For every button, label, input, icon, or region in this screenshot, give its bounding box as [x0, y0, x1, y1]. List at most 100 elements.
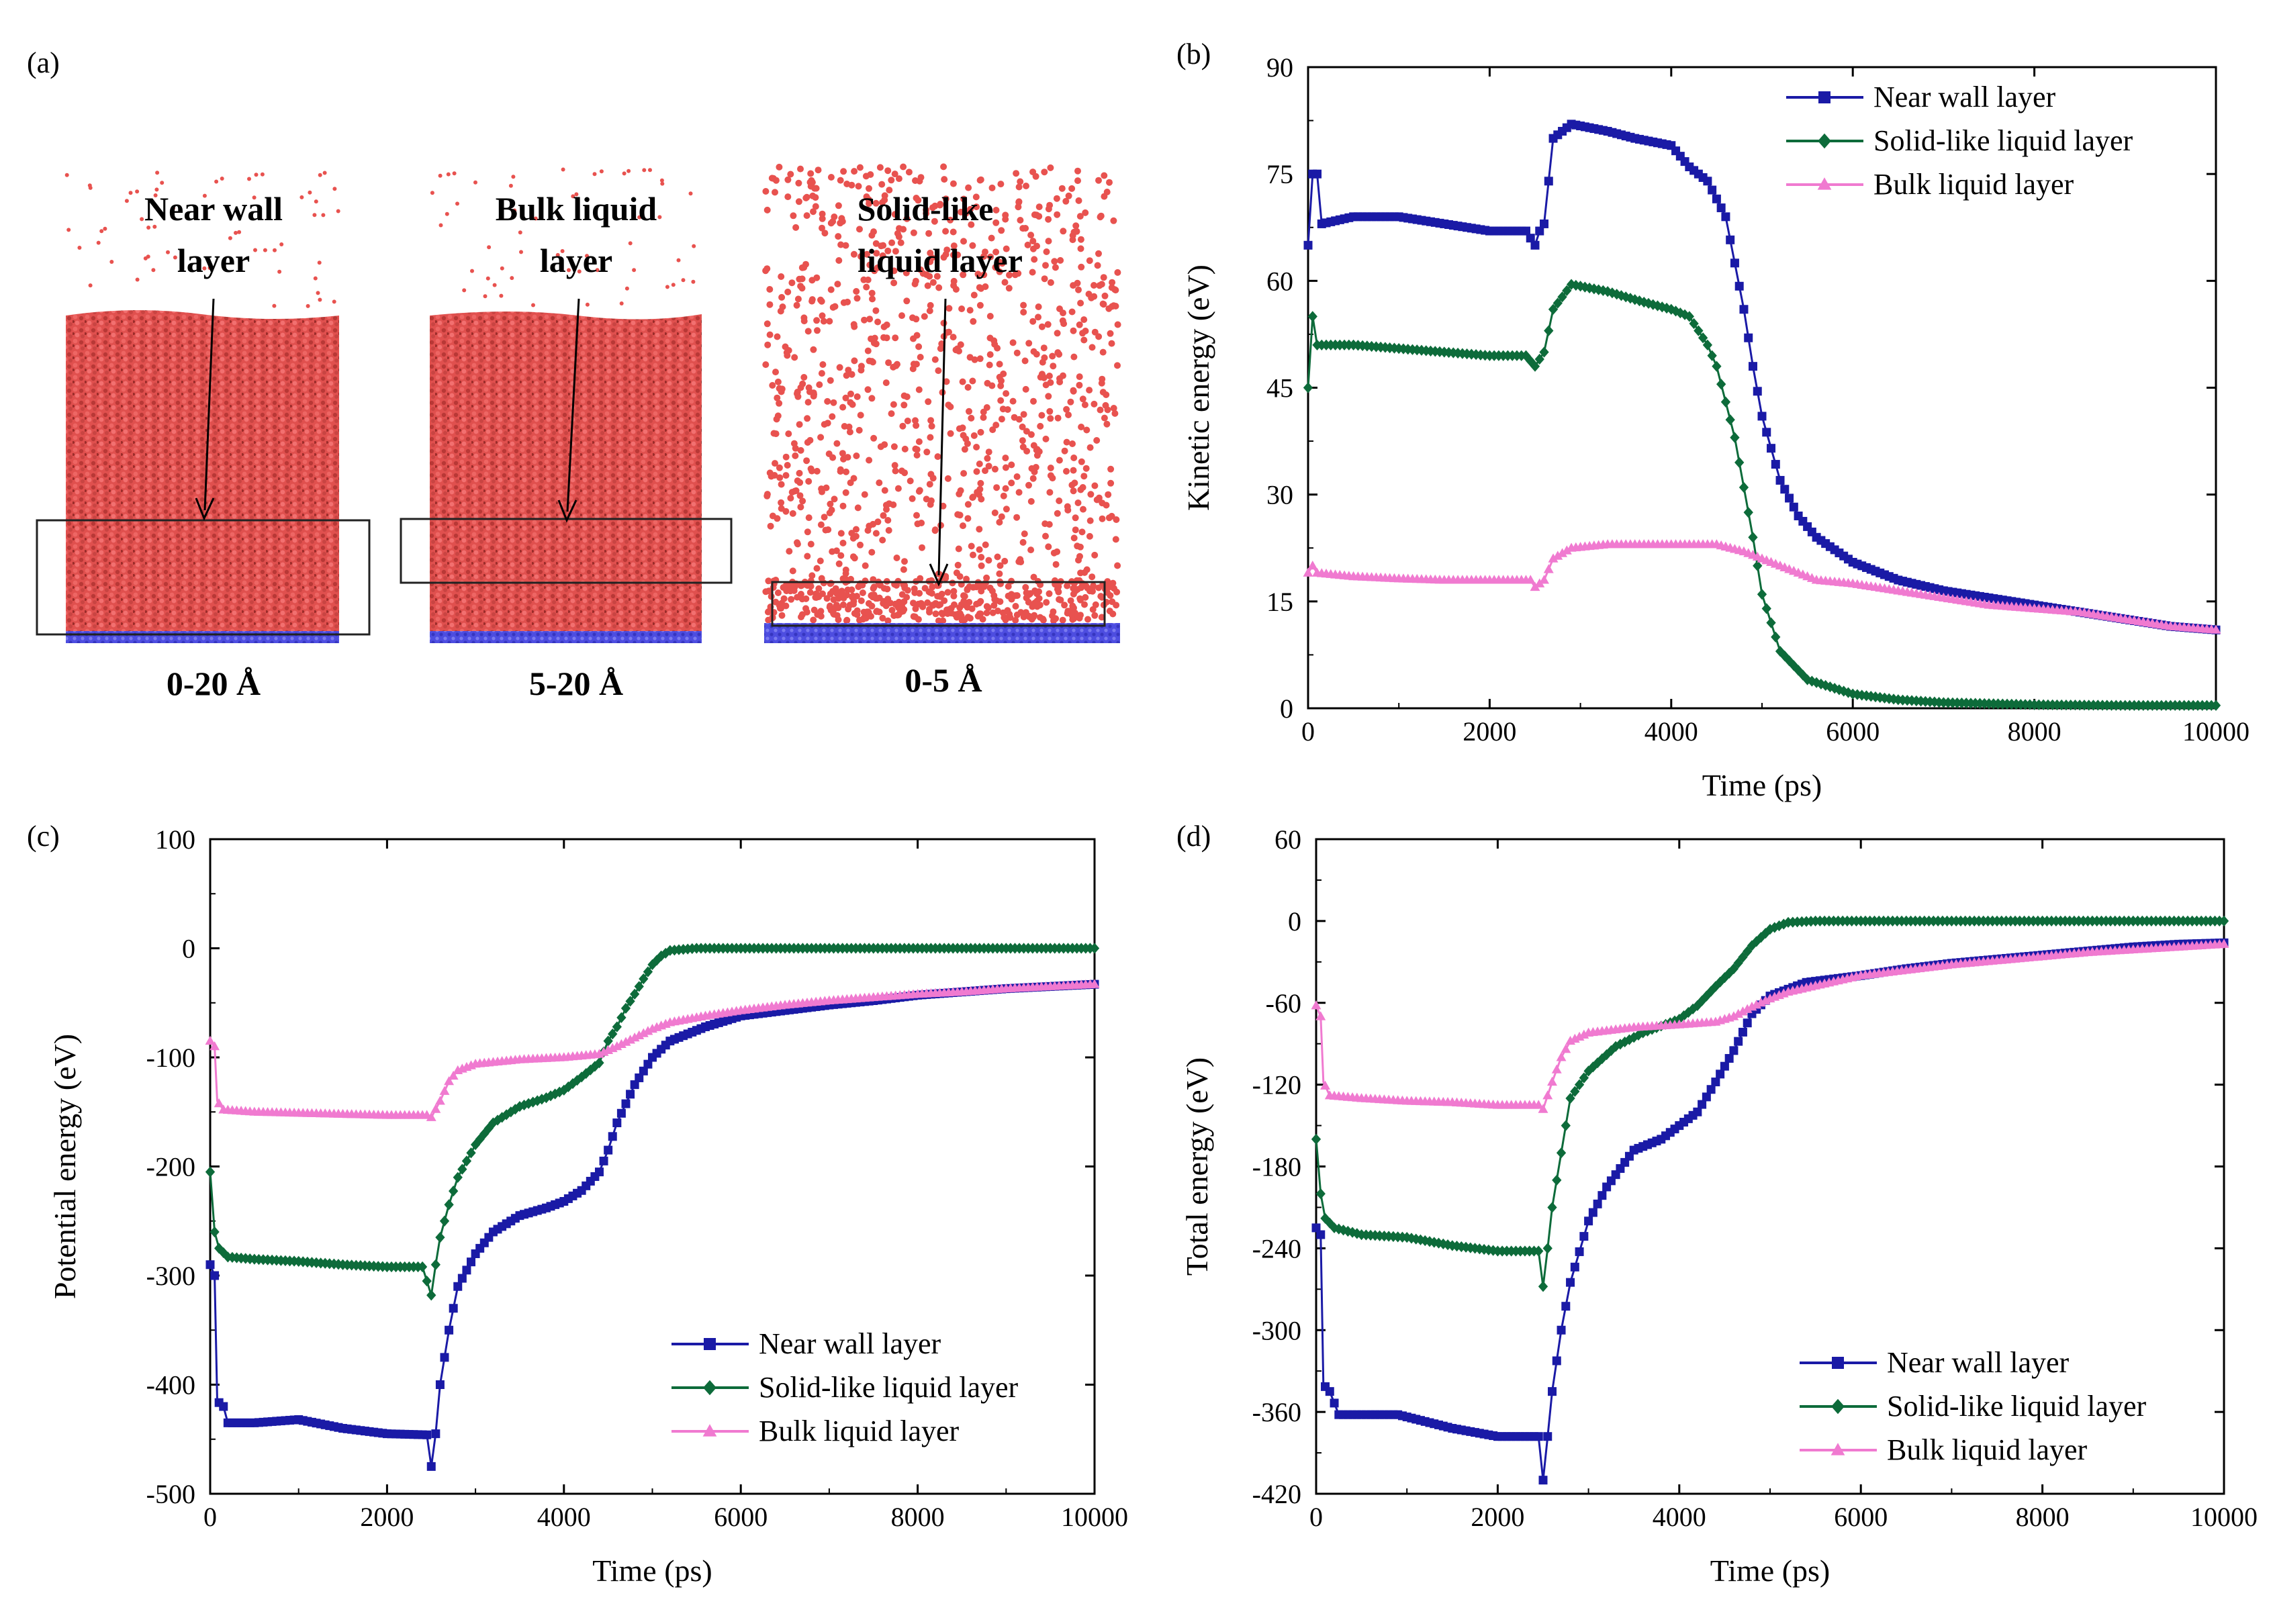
atom — [849, 534, 857, 542]
atom — [984, 379, 991, 387]
atom — [915, 197, 922, 204]
atom — [1025, 481, 1032, 489]
atom — [1091, 612, 1099, 619]
y-tick-label: -300 — [146, 1261, 195, 1291]
atom — [1105, 491, 1112, 498]
data-point — [430, 1259, 441, 1270]
atom — [848, 371, 855, 378]
atom — [840, 168, 847, 175]
atom — [77, 246, 82, 250]
atom — [763, 491, 771, 498]
atom — [851, 357, 858, 365]
atom — [846, 428, 853, 436]
atom — [882, 602, 890, 610]
atom — [803, 608, 810, 616]
atom — [1033, 211, 1040, 219]
atom — [851, 168, 858, 175]
atom — [143, 256, 148, 260]
atom — [1088, 344, 1096, 351]
data-point — [612, 1021, 622, 1033]
atom — [830, 399, 837, 406]
atom — [949, 334, 957, 341]
atom — [890, 267, 898, 275]
atom — [833, 602, 840, 609]
atom — [446, 172, 451, 177]
data-point — [1597, 1053, 1608, 1065]
atom — [993, 484, 1001, 491]
atom — [862, 562, 869, 569]
atom — [910, 335, 917, 342]
atom — [814, 327, 821, 334]
atom — [1080, 473, 1088, 480]
atom — [985, 448, 992, 456]
data-point — [1620, 1036, 1630, 1048]
data-point — [1530, 240, 1540, 250]
atom — [691, 279, 696, 284]
data-point — [1818, 133, 1831, 149]
y-tick-label: -100 — [146, 1043, 195, 1073]
atom — [1046, 373, 1053, 379]
data-point — [1311, 1133, 1322, 1145]
atom — [824, 397, 831, 405]
atom — [795, 179, 802, 187]
data-point — [1547, 1076, 1557, 1086]
atom — [808, 572, 816, 579]
x-tick-label: 10000 — [2182, 716, 2250, 747]
data-point — [1733, 957, 1743, 969]
atom — [901, 469, 909, 477]
atom — [815, 166, 822, 174]
data-point — [1693, 1107, 1702, 1116]
atom — [868, 335, 874, 342]
atom — [1070, 353, 1078, 361]
atom — [1029, 603, 1036, 610]
atom — [819, 361, 827, 368]
atom — [863, 283, 870, 291]
atom — [1054, 330, 1061, 337]
data-point — [435, 1380, 445, 1389]
atom — [1113, 516, 1120, 523]
atom — [1003, 506, 1010, 513]
atom — [927, 258, 934, 265]
atom — [1056, 497, 1063, 504]
atom — [892, 334, 899, 342]
atom — [1019, 423, 1026, 430]
data-point — [440, 1353, 449, 1362]
atom — [988, 184, 996, 191]
atom — [1070, 487, 1077, 495]
atom — [858, 597, 865, 604]
atom — [798, 285, 806, 292]
data-point — [1757, 589, 1767, 600]
atom — [794, 539, 800, 546]
atom — [512, 208, 517, 213]
atom — [1101, 292, 1109, 299]
data-point — [1597, 1191, 1607, 1200]
atom — [963, 575, 970, 583]
atom — [772, 598, 780, 606]
atom — [766, 301, 774, 308]
atom — [916, 177, 923, 185]
atom — [977, 598, 984, 605]
x-axis-label: Time (ps) — [592, 1554, 712, 1588]
data-point — [1547, 1202, 1557, 1213]
atom — [805, 514, 813, 522]
legend-label: Bulk liquid layer — [1887, 1433, 2088, 1466]
atom — [1101, 193, 1108, 200]
atom — [913, 361, 920, 368]
atom — [853, 393, 861, 400]
atom — [910, 613, 917, 620]
atom — [945, 401, 952, 409]
atom — [803, 457, 810, 465]
atom — [1077, 245, 1084, 252]
atom — [827, 500, 834, 508]
atom — [969, 242, 976, 249]
atom — [1052, 264, 1059, 271]
atom — [839, 218, 846, 225]
atom — [1045, 543, 1052, 551]
atom — [1042, 262, 1049, 269]
atom — [821, 421, 828, 428]
atom — [821, 514, 828, 521]
atom — [1049, 352, 1056, 360]
atom — [1028, 616, 1035, 623]
data-point — [603, 1035, 613, 1047]
atom — [767, 522, 774, 530]
